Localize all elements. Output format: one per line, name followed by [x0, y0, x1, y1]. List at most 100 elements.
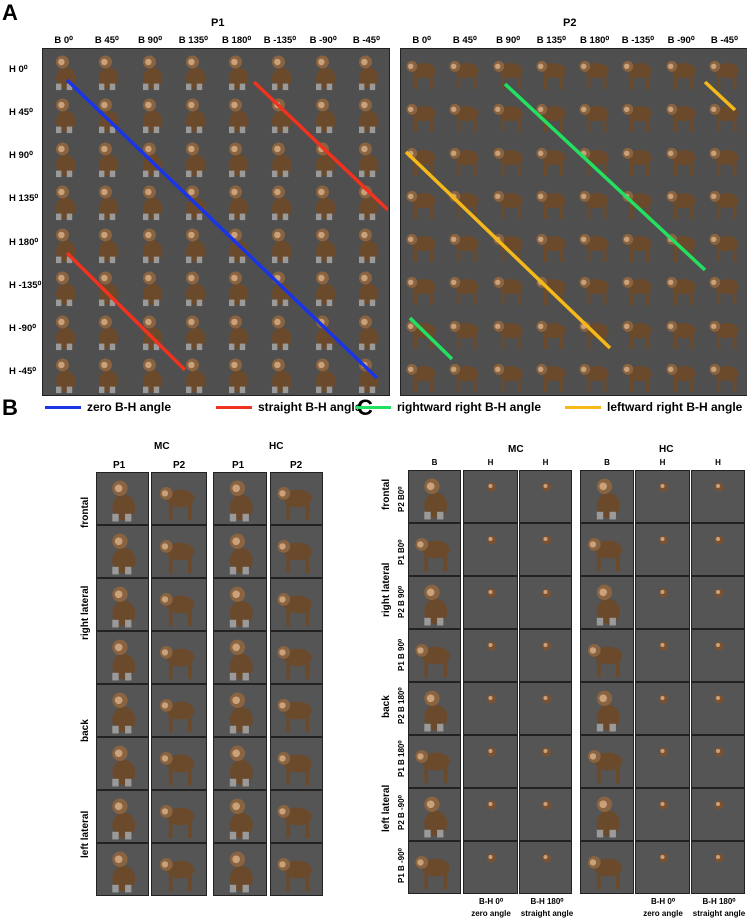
monkey-image: [531, 352, 574, 395]
monkey-image: [488, 179, 531, 222]
monkey-image: [408, 523, 461, 576]
b-mc-p2: P2: [173, 460, 186, 471]
legend-label: rightward right B-H angle: [397, 400, 541, 414]
c-row-label: P2 B0⁰: [397, 486, 406, 512]
monkey-image: [96, 790, 149, 843]
monkey-image: [96, 737, 149, 790]
monkey-image: [43, 179, 86, 222]
monkey-image: [519, 523, 572, 576]
monkey-image: [580, 470, 634, 523]
monkey-image: [704, 222, 747, 265]
monkey-image: [635, 470, 690, 523]
monkey-image: [173, 352, 216, 395]
c-col-header: H: [715, 458, 721, 467]
monkey-image: [531, 49, 574, 92]
c-group-label: frontal: [381, 478, 392, 510]
monkey-image: [151, 578, 207, 631]
body-angle-header: B -135⁰: [621, 35, 655, 46]
body-angle-header: B 135⁰: [178, 35, 208, 46]
monkey-image: [96, 578, 149, 631]
monkey-image: [401, 179, 444, 222]
monkey-image: [216, 49, 259, 92]
monkey-image: [661, 265, 704, 308]
monkey-image: [346, 136, 389, 179]
monkey-image: [86, 222, 129, 265]
body-angle-header: B 0⁰: [412, 35, 431, 46]
monkey-image: [531, 309, 574, 352]
diagonal-line: [65, 251, 187, 372]
monkey-image: [259, 49, 302, 92]
monkey-image: [691, 788, 745, 841]
c-row-label: P2 B 180⁰: [397, 687, 406, 724]
b-hc-p2: P2: [290, 460, 303, 471]
monkey-image: [270, 790, 323, 843]
monkey-image: [488, 49, 531, 92]
monkey-image: [617, 92, 660, 135]
monkey-image: [173, 136, 216, 179]
monkey-image: [43, 92, 86, 135]
monkey-image: [408, 576, 461, 629]
monkey-image: [691, 735, 745, 788]
monkey-image: [86, 179, 129, 222]
monkey-image: [86, 309, 129, 352]
legend-label: zero B-H angle: [87, 400, 172, 414]
monkey-image: [463, 629, 518, 682]
monkey-image: [574, 179, 617, 222]
monkey-image: [346, 49, 389, 92]
monkey-image: [86, 136, 129, 179]
body-angle-header: B 90⁰: [138, 35, 163, 46]
monkey-image: [216, 92, 259, 135]
monkey-image: [173, 222, 216, 265]
monkey-image: [259, 136, 302, 179]
monkey-image: [408, 470, 461, 523]
monkey-image: [463, 470, 518, 523]
monkey-image: [303, 49, 346, 92]
monkey-image: [270, 525, 323, 578]
monkey-image: [574, 265, 617, 308]
c-col-header: H: [542, 458, 549, 467]
monkey-image: [463, 788, 518, 841]
view-label-back: back: [80, 719, 91, 742]
body-angle-header: B -135⁰: [263, 35, 297, 46]
c-row-label: P1 B0⁰: [397, 539, 406, 565]
monkey-image: [130, 92, 173, 135]
monkey-image: [151, 472, 207, 525]
head-angle-label: H -45⁰: [9, 366, 37, 378]
p2-title: P2: [563, 17, 577, 29]
monkey-image: [488, 309, 531, 352]
c-hc-header: HC: [659, 444, 674, 455]
monkey-image: [303, 222, 346, 265]
monkey-image: [216, 309, 259, 352]
monkey-image: [151, 737, 207, 790]
c-mc-header: MC: [508, 444, 524, 455]
monkey-image: [617, 309, 660, 352]
b-mc-p1: P1: [113, 460, 126, 471]
monkey-image: [346, 222, 389, 265]
body-angle-header: B 180⁰: [222, 35, 252, 46]
monkey-image: [635, 735, 690, 788]
monkey-image: [96, 631, 149, 684]
body-angle-header: B -90⁰: [309, 35, 337, 46]
monkey-image: [346, 309, 389, 352]
b-mc-header: MC: [154, 441, 170, 452]
c-col-header: B: [431, 458, 438, 467]
p2-diagonal-lines: [404, 80, 737, 361]
monkey-image: [580, 576, 634, 629]
monkey-image: [488, 136, 531, 179]
monkey-image: [213, 525, 267, 578]
monkey-image: [213, 684, 267, 737]
monkey-image: [216, 265, 259, 308]
monkey-image: [519, 788, 572, 841]
c-footer-desc: straight angle: [520, 909, 574, 918]
monkey-image: [704, 265, 747, 308]
c-footer-angle: B-H 0⁰: [478, 897, 504, 906]
monkey-image: [401, 352, 444, 395]
monkey-image: [444, 309, 487, 352]
monkey-image: [173, 49, 216, 92]
monkey-image: [43, 222, 86, 265]
monkey-image: [488, 92, 531, 135]
monkey-image: [43, 309, 86, 352]
monkey-image: [408, 841, 461, 894]
monkey-image: [96, 472, 149, 525]
head-angle-label: H 45⁰: [9, 106, 33, 118]
